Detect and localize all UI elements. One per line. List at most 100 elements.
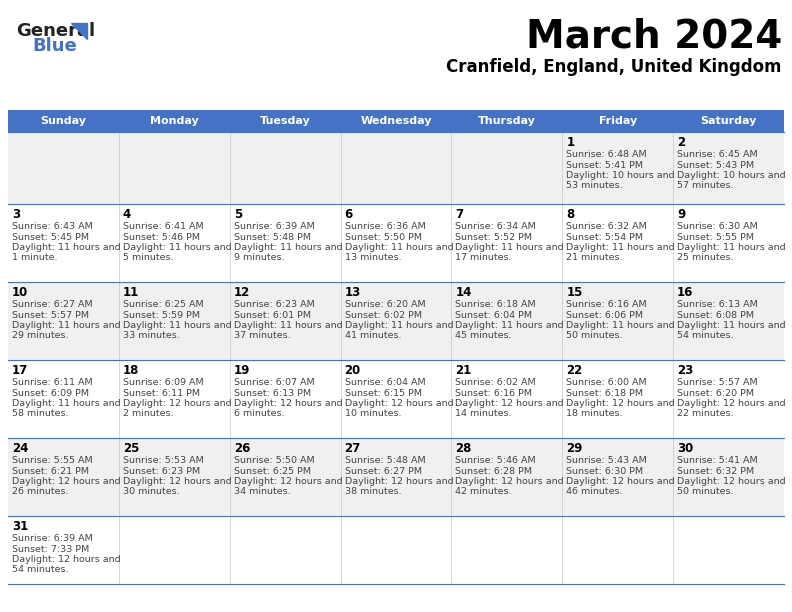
Text: Daylight: 11 hours and: Daylight: 11 hours and: [12, 243, 120, 252]
Text: Sunrise: 5:50 AM: Sunrise: 5:50 AM: [234, 456, 314, 465]
Text: Daylight: 10 hours and: Daylight: 10 hours and: [677, 171, 786, 180]
Bar: [8, 516, 784, 584]
Text: General: General: [16, 22, 95, 40]
Text: Sunrise: 6:30 AM: Sunrise: 6:30 AM: [677, 222, 758, 231]
Text: Sunset: 5:52 PM: Sunset: 5:52 PM: [455, 233, 532, 242]
Text: Blue: Blue: [32, 37, 77, 55]
Text: Sunrise: 6:39 AM: Sunrise: 6:39 AM: [12, 534, 93, 543]
Bar: [8, 282, 784, 360]
Text: 50 minutes.: 50 minutes.: [677, 488, 733, 496]
Text: 17: 17: [12, 364, 29, 377]
Text: 13: 13: [345, 286, 361, 299]
Text: 16: 16: [677, 286, 694, 299]
Text: 50 minutes.: 50 minutes.: [566, 332, 623, 340]
Text: March 2024: March 2024: [526, 18, 782, 56]
Text: 6 minutes.: 6 minutes.: [234, 409, 284, 419]
Text: Daylight: 11 hours and: Daylight: 11 hours and: [677, 243, 786, 252]
Text: Daylight: 12 hours and: Daylight: 12 hours and: [677, 399, 786, 408]
Text: 29: 29: [566, 442, 583, 455]
Text: 58 minutes.: 58 minutes.: [12, 409, 68, 419]
Text: 37 minutes.: 37 minutes.: [234, 332, 291, 340]
Text: Sunset: 6:09 PM: Sunset: 6:09 PM: [12, 389, 89, 398]
Bar: [8, 360, 784, 438]
Text: Daylight: 11 hours and: Daylight: 11 hours and: [345, 321, 453, 330]
Text: Daylight: 11 hours and: Daylight: 11 hours and: [234, 243, 342, 252]
Text: 53 minutes.: 53 minutes.: [566, 182, 623, 190]
Text: Sunrise: 5:43 AM: Sunrise: 5:43 AM: [566, 456, 647, 465]
Text: Sunset: 6:16 PM: Sunset: 6:16 PM: [455, 389, 532, 398]
Text: 20: 20: [345, 364, 361, 377]
Text: Sunrise: 6:13 AM: Sunrise: 6:13 AM: [677, 300, 758, 309]
Bar: [8, 110, 784, 132]
Text: 12: 12: [234, 286, 250, 299]
Text: 13 minutes.: 13 minutes.: [345, 253, 402, 263]
Text: Daylight: 11 hours and: Daylight: 11 hours and: [234, 321, 342, 330]
Text: 41 minutes.: 41 minutes.: [345, 332, 401, 340]
Text: 23: 23: [677, 364, 693, 377]
Text: 2 minutes.: 2 minutes.: [123, 409, 173, 419]
Text: 9 minutes.: 9 minutes.: [234, 253, 284, 263]
Text: 22: 22: [566, 364, 583, 377]
Text: 14: 14: [455, 286, 472, 299]
Text: Daylight: 12 hours and: Daylight: 12 hours and: [234, 477, 342, 486]
Text: Sunrise: 6:16 AM: Sunrise: 6:16 AM: [566, 300, 647, 309]
Text: 25: 25: [123, 442, 139, 455]
Text: Sunrise: 6:11 AM: Sunrise: 6:11 AM: [12, 378, 93, 387]
Text: Daylight: 12 hours and: Daylight: 12 hours and: [455, 399, 564, 408]
Text: 25 minutes.: 25 minutes.: [677, 253, 733, 263]
Text: Sunset: 6:06 PM: Sunset: 6:06 PM: [566, 310, 643, 319]
Text: Sunrise: 5:55 AM: Sunrise: 5:55 AM: [12, 456, 93, 465]
Text: 5 minutes.: 5 minutes.: [123, 253, 173, 263]
Text: 29 minutes.: 29 minutes.: [12, 332, 68, 340]
Text: Sunset: 6:18 PM: Sunset: 6:18 PM: [566, 389, 643, 398]
Text: 28: 28: [455, 442, 472, 455]
Text: 4: 4: [123, 208, 131, 221]
Text: 26: 26: [234, 442, 250, 455]
Polygon shape: [71, 23, 87, 39]
Text: Daylight: 12 hours and: Daylight: 12 hours and: [677, 477, 786, 486]
Text: Daylight: 11 hours and: Daylight: 11 hours and: [455, 321, 564, 330]
Text: Sunset: 5:48 PM: Sunset: 5:48 PM: [234, 233, 310, 242]
Text: Daylight: 12 hours and: Daylight: 12 hours and: [12, 555, 120, 564]
Text: Sunset: 5:46 PM: Sunset: 5:46 PM: [123, 233, 200, 242]
Text: 54 minutes.: 54 minutes.: [12, 565, 68, 575]
Text: Saturday: Saturday: [700, 116, 757, 126]
Text: 24: 24: [12, 442, 29, 455]
Text: 26 minutes.: 26 minutes.: [12, 488, 68, 496]
Text: 21: 21: [455, 364, 472, 377]
Text: 1: 1: [566, 136, 574, 149]
Text: Daylight: 12 hours and: Daylight: 12 hours and: [234, 399, 342, 408]
Text: Sunrise: 6:27 AM: Sunrise: 6:27 AM: [12, 300, 93, 309]
Text: 19: 19: [234, 364, 250, 377]
Text: Daylight: 10 hours and: Daylight: 10 hours and: [566, 171, 675, 180]
Text: 1 minute.: 1 minute.: [12, 253, 58, 263]
Text: 7: 7: [455, 208, 463, 221]
Text: Daylight: 11 hours and: Daylight: 11 hours and: [677, 321, 786, 330]
Text: Cranfield, England, United Kingdom: Cranfield, England, United Kingdom: [447, 58, 782, 76]
Text: Sunrise: 5:57 AM: Sunrise: 5:57 AM: [677, 378, 758, 387]
Text: 21 minutes.: 21 minutes.: [566, 253, 623, 263]
Text: Sunset: 5:50 PM: Sunset: 5:50 PM: [345, 233, 421, 242]
Text: Sunset: 5:57 PM: Sunset: 5:57 PM: [12, 310, 89, 319]
Text: 10 minutes.: 10 minutes.: [345, 409, 401, 419]
Text: Sunrise: 6:18 AM: Sunrise: 6:18 AM: [455, 300, 536, 309]
Text: Sunrise: 6:41 AM: Sunrise: 6:41 AM: [123, 222, 204, 231]
Text: Daylight: 12 hours and: Daylight: 12 hours and: [566, 477, 675, 486]
Text: Sunset: 6:15 PM: Sunset: 6:15 PM: [345, 389, 421, 398]
Text: Friday: Friday: [599, 116, 637, 126]
Text: 22 minutes.: 22 minutes.: [677, 409, 733, 419]
Bar: [8, 438, 784, 516]
Text: 38 minutes.: 38 minutes.: [345, 488, 402, 496]
Text: Sunset: 5:54 PM: Sunset: 5:54 PM: [566, 233, 643, 242]
Text: Daylight: 11 hours and: Daylight: 11 hours and: [12, 321, 120, 330]
Text: Daylight: 11 hours and: Daylight: 11 hours and: [566, 243, 675, 252]
Text: 8: 8: [566, 208, 574, 221]
Text: Sunset: 5:55 PM: Sunset: 5:55 PM: [677, 233, 754, 242]
Text: Tuesday: Tuesday: [260, 116, 310, 126]
Text: Sunrise: 6:02 AM: Sunrise: 6:02 AM: [455, 378, 536, 387]
Text: Sunrise: 5:48 AM: Sunrise: 5:48 AM: [345, 456, 425, 465]
Text: Daylight: 12 hours and: Daylight: 12 hours and: [123, 477, 231, 486]
Text: 30 minutes.: 30 minutes.: [123, 488, 180, 496]
Text: Sunrise: 6:36 AM: Sunrise: 6:36 AM: [345, 222, 425, 231]
Text: 6: 6: [345, 208, 352, 221]
